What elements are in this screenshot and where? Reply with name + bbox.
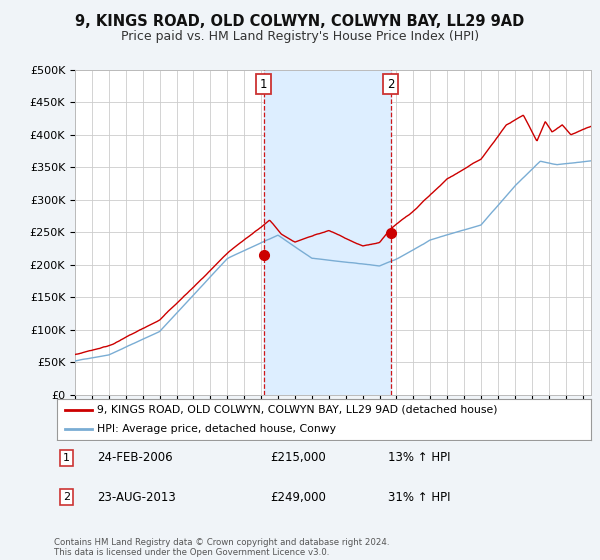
Text: 2: 2 [387,78,394,91]
Text: Contains HM Land Registry data © Crown copyright and database right 2024.
This d: Contains HM Land Registry data © Crown c… [54,538,389,557]
Text: 9, KINGS ROAD, OLD COLWYN, COLWYN BAY, LL29 9AD: 9, KINGS ROAD, OLD COLWYN, COLWYN BAY, L… [76,14,524,29]
Text: 1: 1 [63,452,70,463]
Text: 9, KINGS ROAD, OLD COLWYN, COLWYN BAY, LL29 9AD (detached house): 9, KINGS ROAD, OLD COLWYN, COLWYN BAY, L… [97,405,497,415]
Text: £249,000: £249,000 [271,491,326,503]
Text: 23-AUG-2013: 23-AUG-2013 [97,491,176,503]
Text: 31% ↑ HPI: 31% ↑ HPI [388,491,451,503]
Text: 2: 2 [63,492,70,502]
Text: HPI: Average price, detached house, Conwy: HPI: Average price, detached house, Conw… [97,423,336,433]
Text: £215,000: £215,000 [271,451,326,464]
Bar [263,70,391,395]
Text: 1: 1 [260,78,268,91]
Text: 13% ↑ HPI: 13% ↑ HPI [388,451,451,464]
Text: Price paid vs. HM Land Registry's House Price Index (HPI): Price paid vs. HM Land Registry's House … [121,30,479,43]
Text: 24-FEB-2006: 24-FEB-2006 [97,451,173,464]
